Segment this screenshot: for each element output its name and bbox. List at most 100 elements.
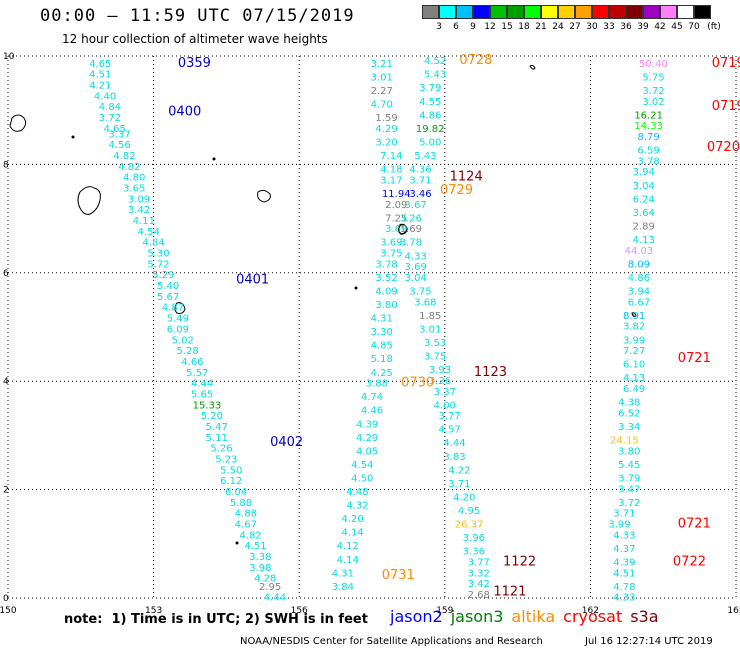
swh-reading: 4.12: [337, 541, 359, 552]
swh-reading: 8.91: [623, 311, 645, 322]
swh-reading: 4.50: [351, 473, 373, 484]
islet: [71, 135, 75, 139]
swh-reading: 5.50: [220, 465, 242, 476]
swh-reading: 5.47: [206, 422, 228, 433]
color-scale-label: 24: [552, 22, 564, 32]
swh-reading: 16.21: [634, 110, 663, 121]
swh-reading: 4.25: [371, 368, 393, 379]
color-scale-swatch: [694, 5, 711, 19]
color-scale-swatch: [558, 5, 575, 19]
pass-time-label: 0730: [401, 376, 434, 391]
swh-reading: 4.82: [118, 162, 140, 173]
swh-reading: 3.17: [380, 175, 402, 186]
swh-reading: 24.15: [610, 436, 639, 447]
color-scale-label: 45: [671, 22, 683, 32]
swh-reading: 3.32: [468, 568, 490, 579]
island-outline: [397, 223, 408, 235]
swh-reading: 4.05: [356, 446, 378, 457]
swh-reading: 3.65: [123, 184, 145, 195]
swh-reading: 3.69: [405, 262, 427, 273]
pass-time-label: 0728: [459, 53, 492, 68]
swh-reading: 4.70: [371, 99, 393, 110]
swh-reading: 3.99: [623, 335, 645, 346]
swh-reading: 6.09: [167, 324, 189, 335]
color-scale-swatch: [660, 5, 677, 19]
swh-reading: 2.09: [385, 200, 407, 211]
swh-reading: 15.33: [193, 400, 222, 411]
swh-reading: 4.82: [113, 151, 135, 162]
swh-reading: 3.26: [400, 213, 422, 224]
islet: [212, 157, 216, 161]
pass-time-label: 0720: [707, 140, 740, 155]
swh-reading: 3.34: [618, 422, 640, 433]
swh-reading: 3.94: [628, 286, 650, 297]
swh-reading: 8.09: [628, 259, 650, 270]
footnote: note: 1) Time is in UTC; 2) SWH is in fe…: [64, 612, 368, 627]
pass-time-label: 0359: [178, 56, 211, 71]
swh-reading: 4.57: [439, 425, 461, 436]
generated-timestamp: Jul 16 12:27:14 UTC 2019: [585, 636, 713, 647]
swh-reading: 4.31: [332, 568, 354, 579]
color-scale-swatch: [643, 5, 660, 19]
islet: [354, 286, 358, 290]
pass-time-label: 0400: [168, 105, 201, 120]
y-tick-label: 2: [3, 486, 9, 496]
swh-reading: 5.02: [172, 335, 194, 346]
swh-reading: 3.20: [375, 137, 397, 148]
swh-reading: 3.78: [400, 238, 422, 249]
swh-reading: 3.79: [419, 83, 441, 94]
color-scale-swatch: [507, 5, 524, 19]
swh-reading: 3.64: [633, 208, 655, 219]
swh-reading: 4.40: [94, 91, 116, 102]
swh-reading: 4.44: [443, 438, 465, 449]
swh-reading: 4.21: [89, 81, 111, 92]
swh-reading: 5.28: [176, 346, 198, 357]
swh-reading: 5.72: [147, 259, 169, 270]
pass-time-label: 0721: [678, 517, 711, 532]
color-scale-label: 33: [603, 22, 615, 32]
swh-reading: 3.36: [463, 547, 485, 558]
swh-reading: 4.28: [254, 574, 276, 585]
island-outline: [631, 312, 637, 318]
swh-reading: 4.48: [346, 487, 368, 498]
swh-reading: 4.88: [235, 509, 257, 520]
swh-reading: 4.51: [244, 541, 266, 552]
swh-reading: 3.67: [405, 200, 427, 211]
swh-reading: 5.57: [186, 368, 208, 379]
map-title: 00:00 – 11:59 UTC 07/15/2019: [40, 6, 355, 26]
swh-reading: 4.20: [453, 492, 475, 503]
swh-reading: 3.71: [613, 509, 635, 520]
swh-reading: 7.14: [380, 151, 402, 162]
swh-reading: 4.20: [341, 514, 363, 525]
swh-reading: 4.66: [181, 357, 203, 368]
pass-time-label: 0729: [440, 183, 473, 198]
legend-entry-cryosat: cryosat: [563, 607, 623, 626]
pass-time-label: 0401: [236, 273, 269, 288]
swh-reading: 4.32: [346, 501, 368, 512]
swh-reading: 5.29: [152, 270, 174, 281]
swh-reading: 6.59: [638, 146, 660, 157]
swh-reading: 3.96: [463, 533, 485, 544]
swh-reading: 2.89: [633, 221, 655, 232]
swh-reading: 3.04: [633, 181, 655, 192]
swh-reading: 3.83: [443, 452, 465, 463]
x-tick-label: 165: [727, 606, 740, 616]
y-tick-label: 0: [3, 594, 9, 604]
swh-reading: 3.94: [633, 167, 655, 178]
swh-reading: 4.95: [458, 506, 480, 517]
swh-reading: 4.65: [104, 124, 126, 135]
swh-reading: 5.88: [230, 498, 252, 509]
color-scale-label: 30: [586, 22, 598, 32]
swh-reading: 1.59: [375, 113, 397, 124]
swh-reading: 4.33: [613, 593, 635, 604]
pass-time-label: 0719: [712, 99, 740, 114]
swh-reading: 19.82: [416, 124, 445, 135]
swh-reading: 3.75: [409, 286, 431, 297]
swh-reading: 6.52: [618, 408, 640, 419]
swh-reading: 5.45: [618, 460, 640, 471]
color-scale-label: 36: [620, 22, 632, 32]
swh-reading: 4.54: [351, 460, 373, 471]
swh-reading: 4.51: [613, 568, 635, 579]
credit-line: NOAA/NESDIS Center for Satellite Applica…: [240, 636, 543, 647]
swh-reading: 3.68: [414, 297, 436, 308]
